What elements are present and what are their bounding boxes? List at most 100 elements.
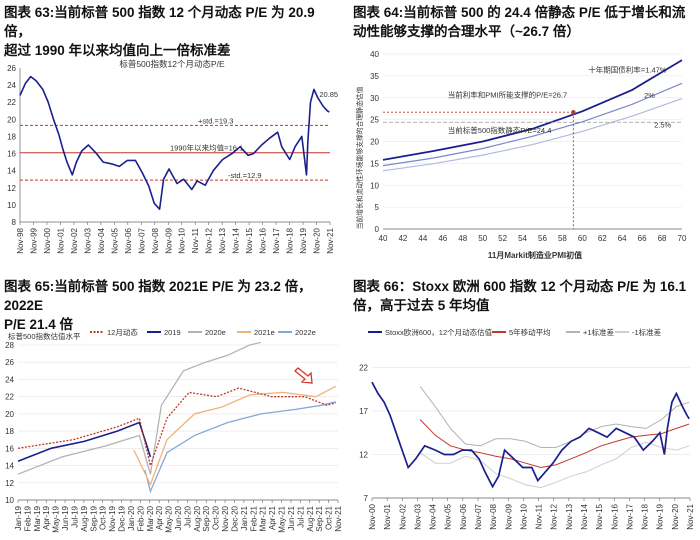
chart65-legend-label: 2019 <box>164 328 181 337</box>
chart65-ytick: 24 <box>5 375 14 384</box>
chart66-ytick: 12 <box>359 450 368 459</box>
chart64-xtick: 64 <box>618 234 627 243</box>
chart65-xtick: Apr-21 <box>268 505 277 530</box>
chart65-xtick: Mar-21 <box>259 505 268 531</box>
chart66-ytick: 17 <box>359 407 368 416</box>
chart63-xtick: Nov-19 <box>299 227 308 253</box>
chart65-xtick: May-20 <box>165 505 174 532</box>
chart64-xtick: 46 <box>438 234 447 243</box>
chart64-xtick: 48 <box>458 234 467 243</box>
chart66-legend-label: Stoxx欧洲600，12个月动态估值 <box>385 327 493 337</box>
chart64-xtick: 56 <box>538 234 547 243</box>
chart63-xtick: Nov-08 <box>151 227 160 253</box>
chart63-xtick: Nov-05 <box>110 227 119 253</box>
chart65-xtick: Jan-20 <box>127 505 136 530</box>
chart63-xtick: Nov-99 <box>29 227 38 253</box>
chart66-series-line <box>371 381 690 489</box>
chart65-xtick: Jun-20 <box>174 505 183 530</box>
chart64-ytick: 40 <box>370 50 379 59</box>
chart65-xtick: Nov-19 <box>108 505 117 531</box>
chart63-xtick: Nov-12 <box>205 227 214 253</box>
chart66-xtick: Nov-08 <box>489 503 498 529</box>
chart64-xtick: 62 <box>598 234 607 243</box>
chart63-ytick: 12 <box>7 184 16 193</box>
chart66-xtick: Nov-16 <box>610 503 619 529</box>
chart66-caption-line1: 图表 66：Stoxx 欧洲 600 指数 12 个月动态 P/E 为 16.1 <box>353 279 687 294</box>
chart63-ytick: 22 <box>7 98 16 107</box>
chart65-xtick: Aug-19 <box>80 505 89 531</box>
chart65-legend-label: 12月动态 <box>107 327 138 337</box>
chart66-xtick: Nov-14 <box>580 503 589 529</box>
chart66-xtick: Nov-13 <box>565 503 574 529</box>
chart65-legend-label: 2021e <box>254 328 275 337</box>
chart64-rate-curve <box>382 82 683 167</box>
chart63-xtick: Nov-03 <box>83 227 92 253</box>
chart64-caption-line2: 动性能够支撑的合理水平（~26.7 倍） <box>353 24 580 39</box>
chart63-hline-label: -std.=12.9 <box>228 171 262 180</box>
chart66-xtick: Nov-07 <box>474 503 483 529</box>
chart65-xtick: Feb-20 <box>136 505 145 531</box>
chart65-xtick: Oct-20 <box>212 505 221 530</box>
chart65-legend-label: 2022e <box>295 328 316 337</box>
chart65-ytick: 14 <box>5 462 14 471</box>
chart65-series-line <box>17 421 152 463</box>
chart66-stoxx600-chart: 7 12 17 22 Nov-00 Nov-01 Nov-02 Nov-03 Nov-04 Nov… <box>359 327 695 530</box>
chart66-xtick: Nov-04 <box>429 503 438 529</box>
chart65-ytick: 26 <box>5 358 14 367</box>
chart64-ytick: 5 <box>375 203 380 212</box>
chart63-latest-label: 20.85 <box>319 90 338 99</box>
chart65-legend-label: 2020e <box>205 328 226 337</box>
chart66-series-line <box>419 386 690 448</box>
chart65-xtick: May-21 <box>278 505 287 532</box>
chart66-legend-label: 5年移动平均 <box>509 327 551 337</box>
chart63-xtick: Nov-10 <box>178 227 187 253</box>
chart64-xtick: 42 <box>398 234 407 243</box>
chart65-ytick: 12 <box>5 479 14 488</box>
chart65-xtick: Feb-21 <box>249 505 258 531</box>
chart63-xtick: Nov-09 <box>164 227 173 253</box>
chart66-caption: 图表 66：Stoxx 欧洲 600 指数 12 个月动态 P/E 为 16.1… <box>353 277 698 315</box>
chart64-ytick: 25 <box>370 116 379 125</box>
chart66-legend-label: +1标准差 <box>583 327 615 337</box>
chart66-xtick: Nov-06 <box>459 503 468 529</box>
chart66-xtick: Nov-05 <box>444 503 453 529</box>
chart65-xtick: Mar-19 <box>33 505 42 531</box>
chart66-xtick: Nov-02 <box>398 503 407 529</box>
chart65-xtick: Nov-20 <box>221 505 230 531</box>
chart65-xtick: Jun-21 <box>287 505 296 530</box>
chart64-xtick: 52 <box>498 234 507 243</box>
chart64-xtick: 70 <box>678 234 687 243</box>
chart64-current-label: 当前标普500指数静态P/E=24.4 <box>448 125 552 135</box>
chart64-rate-curve <box>382 59 683 161</box>
chart63-xtick: Nov-04 <box>97 227 106 253</box>
chart65-xtick: Apr-19 <box>42 505 51 530</box>
chart64-supported-pe-point <box>571 109 576 115</box>
chart63-xtick: Nov-18 <box>286 227 295 253</box>
chart65-series-line <box>144 401 336 494</box>
chart64-ytick: 30 <box>370 94 379 103</box>
chart66-xtick: Nov-09 <box>504 503 513 529</box>
chart64-pmi-chart: 0 5 10 15 20 25 30 35 40 40 42 44 46 48 50 52 54 56 58 60 62… <box>355 50 687 260</box>
chart63-xtick: Nov-98 <box>16 227 25 253</box>
chart66-ytick: 7 <box>364 494 369 503</box>
chart63-caption: 图表 63:当前标普 500 指数 12 个月动态 P/E 为 20.9 倍， … <box>4 3 344 60</box>
chart63-xtick: Nov-14 <box>232 227 241 253</box>
chart65-caption-line1: 图表 65:当前标普 500 指数 2021E P/E 为 23.2 倍，202… <box>4 279 312 313</box>
chart65-xtick: Jun-19 <box>61 505 70 530</box>
chart65-xtick: Sep-20 <box>202 505 211 531</box>
chart63-hline-label: 1990年以来均值=16.1 <box>170 143 243 153</box>
chart63-title: 标普500指数12个月动态P/E <box>119 59 225 69</box>
chart65-xtick: Jul-20 <box>183 505 192 527</box>
chart63-ytick: 24 <box>7 81 16 90</box>
chart63-ytick: 16 <box>7 150 16 159</box>
chart65-xtick: Feb-19 <box>23 505 32 531</box>
chart66-xtick: Nov-03 <box>413 503 422 529</box>
chart64-caption: 图表 64:当前标普 500 的 24.4 倍静态 P/E 低于增长和流 动性能… <box>353 3 698 41</box>
chart65-series-line <box>133 385 337 487</box>
chart63-ytick: 14 <box>7 167 16 176</box>
chart64-rate-curve <box>382 98 683 172</box>
chart66-xtick: Nov-19 <box>656 503 665 529</box>
chart65-series-line <box>17 341 261 475</box>
chart63-caption-line2: 超过 1990 年以来均值向上一倍标准差 <box>4 43 231 58</box>
